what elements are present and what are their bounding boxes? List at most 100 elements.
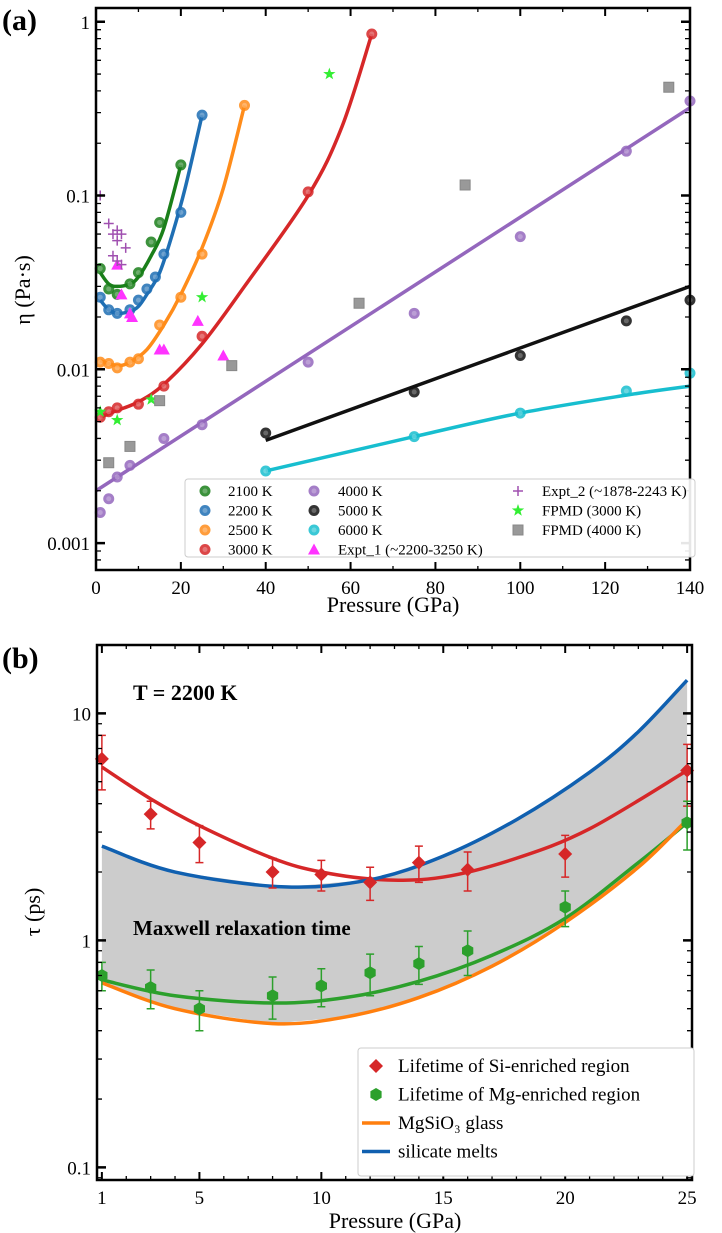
data-point-8 (107, 250, 118, 261)
data-point-9 (94, 405, 107, 417)
legend-marker-center (202, 508, 208, 513)
data-point-0 (411, 855, 426, 870)
x-tick-label: 20 (556, 1188, 575, 1209)
legend-label: 2200 K (228, 504, 273, 520)
legend-marker-center (311, 527, 317, 533)
data-point-0 (680, 763, 695, 778)
data-point-0 (363, 875, 378, 890)
panel-a-xlabel: Pressure (GPa) (327, 592, 460, 617)
x-tick-label: 60 (341, 578, 360, 599)
data-point-1-center (144, 286, 150, 292)
fit-line-6 (265, 384, 691, 473)
data-point-8 (112, 235, 123, 246)
data-point-1-center (106, 307, 112, 313)
x-tick-label: 80 (426, 578, 445, 599)
data-point-0-center (106, 286, 112, 292)
panel-b-ylabel: τ (ps) (20, 888, 45, 937)
data-point-0 (265, 865, 280, 880)
data-point-1 (193, 1002, 205, 1016)
legend-label: FPMD (4000 K) (542, 523, 641, 539)
data-point-6-center (517, 410, 523, 416)
legend-marker-center (202, 527, 208, 533)
data-point-0-center (157, 219, 163, 225)
data-point-2-center (114, 365, 120, 371)
data-point-4-center (305, 359, 311, 365)
data-point-3 (103, 406, 115, 418)
data-point-1-center (161, 251, 167, 257)
legend-label: MgSiO₃ glass (398, 1113, 503, 1134)
annotation-temperature: T = 2200 K (133, 680, 237, 705)
legend (357, 1047, 695, 1177)
legend-label: 5000 K (338, 504, 383, 520)
data-point-10 (103, 457, 115, 469)
data-point-1-center (135, 297, 141, 303)
data-point-7 (191, 314, 204, 326)
data-point-2 (196, 248, 208, 260)
x-tick-label: 100 (506, 578, 535, 599)
data-point-3 (158, 380, 170, 392)
data-point-6 (620, 385, 632, 397)
legend-label: 2100 K (228, 484, 273, 500)
data-point-2 (94, 356, 106, 368)
legend-label: Expt_1 (~2200-3250 K) (338, 543, 483, 559)
data-point-7 (217, 349, 230, 361)
data-point-2-center (178, 294, 184, 300)
data-point-1 (196, 109, 208, 121)
legend-marker (370, 1088, 382, 1101)
x-tick-label: 5 (195, 1188, 205, 1209)
legend-marker (199, 505, 211, 516)
data-point-1 (145, 981, 157, 994)
data-point-0 (154, 216, 166, 228)
y-tick-label: 1 (82, 931, 92, 952)
data-point-1 (315, 979, 327, 993)
data-point-0-center (135, 270, 141, 276)
legend-marker (369, 1059, 383, 1073)
data-point-1 (158, 248, 170, 260)
data-point-3-center (97, 414, 103, 420)
data-point-1-center (199, 112, 205, 118)
legend-label: Lifetime of Si-enriched region (398, 1056, 630, 1077)
fit-line-4 (95, 106, 691, 493)
data-point-4 (514, 231, 526, 243)
legend-marker (512, 524, 524, 536)
data-point-1 (103, 304, 115, 316)
data-point-0 (103, 283, 115, 295)
data-point-2 (175, 291, 187, 303)
data-point-7 (126, 310, 139, 322)
data-point-4-center (161, 435, 167, 441)
data-point-6-center (623, 388, 629, 394)
data-point-10 (124, 440, 136, 452)
data-point-5-center (411, 389, 417, 395)
legend-marker (308, 485, 320, 497)
data-point-3-center (161, 383, 167, 389)
data-point-7 (115, 288, 128, 300)
data-point-2-center (135, 356, 141, 362)
x-tick-label: 10 (312, 1188, 331, 1209)
data-point-6 (408, 431, 420, 443)
data-point-1 (681, 816, 693, 830)
data-point-2 (132, 353, 144, 365)
data-point-6-center (411, 434, 417, 440)
data-point-1-center (178, 209, 184, 215)
data-point-4-center (517, 234, 523, 240)
data-point-0 (175, 159, 187, 171)
x-tick-label: 40 (256, 578, 275, 599)
legend-marker-center (311, 488, 317, 494)
data-point-6 (260, 465, 272, 477)
data-point-6-center (263, 468, 269, 474)
data-point-0 (145, 236, 157, 248)
data-point-5 (260, 427, 272, 439)
data-point-4-center (97, 509, 103, 515)
data-point-2-center (127, 359, 133, 365)
data-point-2-center (157, 322, 163, 328)
data-point-5 (408, 386, 420, 398)
y-tick-label: 10 (72, 704, 91, 725)
data-point-8 (103, 218, 114, 229)
data-point-10 (459, 179, 471, 191)
legend-marker (308, 524, 320, 536)
data-point-1-center (114, 310, 120, 316)
data-point-0 (192, 835, 207, 850)
legend-marker (511, 504, 525, 516)
